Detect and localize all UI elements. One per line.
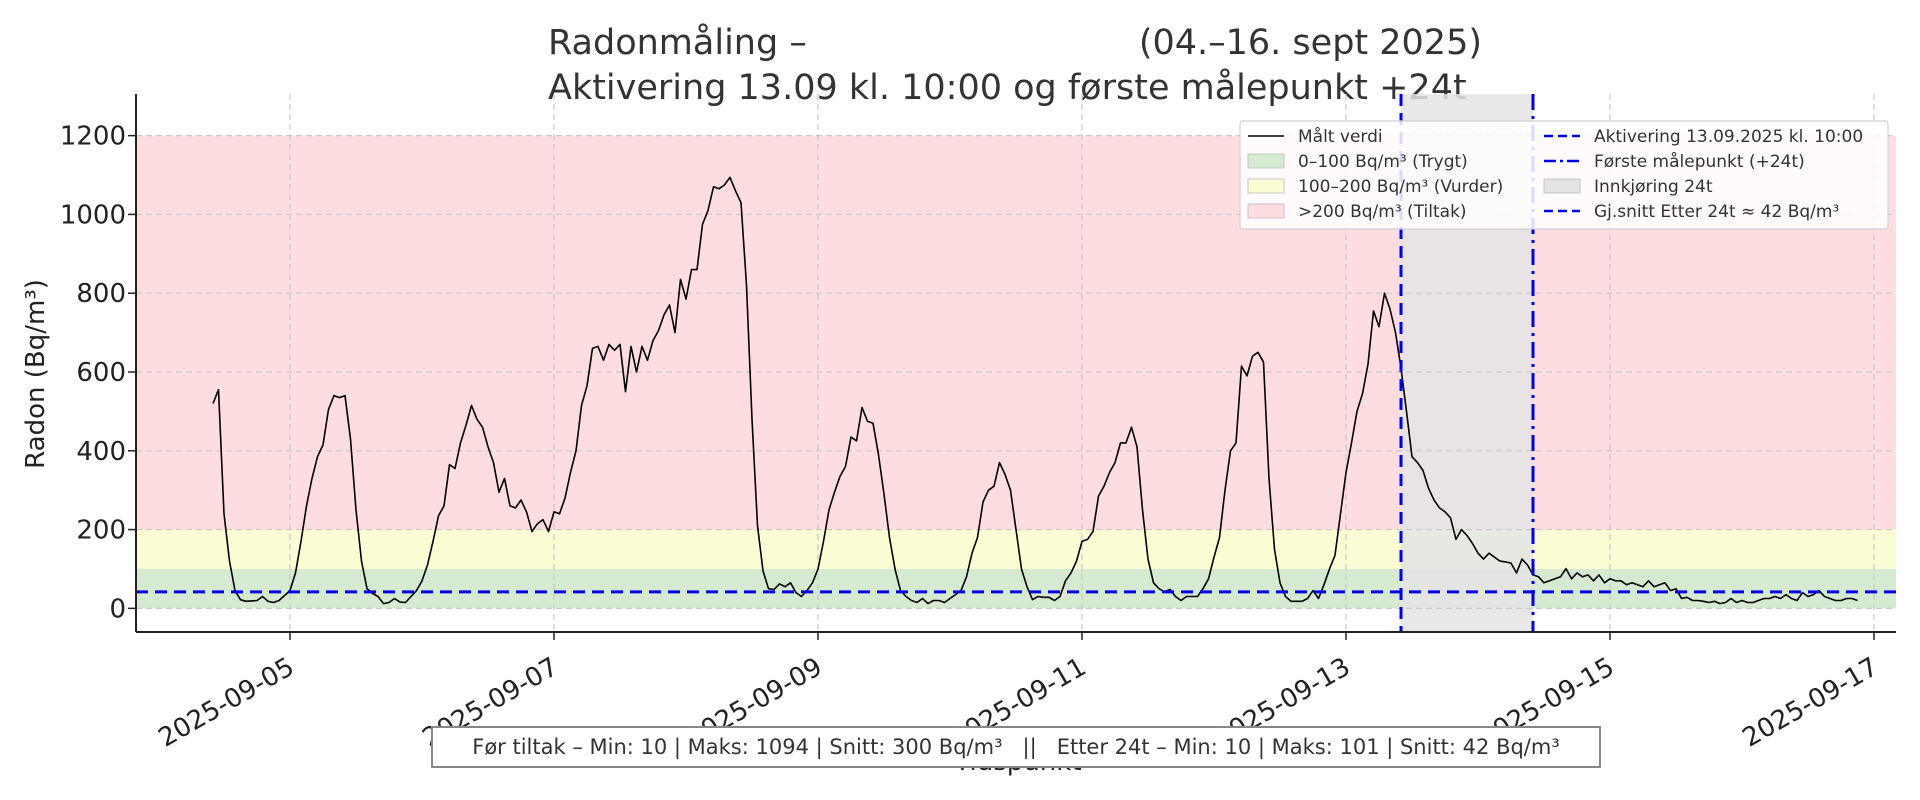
legend-label: Første målepunkt (+24t) bbox=[1594, 151, 1805, 172]
y-tick-label: 200 bbox=[76, 516, 126, 546]
x-tick-label: 2025-09-17 bbox=[1738, 652, 1884, 754]
y-tick-label: 0 bbox=[109, 594, 126, 624]
band-0 bbox=[136, 568, 1896, 609]
y-tick-label: 1000 bbox=[60, 200, 126, 230]
legend-label: Gj.snitt Etter 24t ≈ 42 Bq/m³ bbox=[1594, 202, 1839, 222]
legend-frame bbox=[1239, 120, 1889, 230]
y-axis-ticks: 0 200 400 600 800 1000 1200 bbox=[60, 122, 136, 624]
series-line-0 bbox=[212, 176, 1858, 605]
y-tick-label: 400 bbox=[76, 437, 126, 467]
legend-label: 0–100 Bq/m³ (Trygt) bbox=[1298, 152, 1468, 172]
legend-label: Innkjøring 24t bbox=[1594, 177, 1713, 197]
stats-box-frame bbox=[431, 726, 1601, 768]
legend-label: Aktivering 13.09.2025 kl. 10:00 bbox=[1594, 127, 1863, 147]
legend-swatch-band-2 bbox=[1247, 203, 1285, 219]
chart-title-line2: Aktivering 13.09 kl. 10:00 og første mål… bbox=[548, 67, 1467, 108]
stats-box: Før tiltak – Min: 10 | Maks: 1094 | Snit… bbox=[431, 726, 1601, 768]
legend-label: >200 Bq/m³ (Tiltak) bbox=[1298, 202, 1467, 222]
legend-swatch-burn-in bbox=[1543, 178, 1581, 194]
axes bbox=[135, 94, 1896, 633]
reference-lines bbox=[136, 94, 1896, 632]
threshold-bands bbox=[136, 135, 1896, 609]
chart-title-line1-right: (04.–16. sept 2025) bbox=[1139, 23, 1482, 63]
y-tick-label: 600 bbox=[76, 358, 126, 388]
y-axis-label: Radon (Bq/m³) bbox=[21, 279, 51, 469]
legend-label: 100–200 Bq/m³ (Vurder) bbox=[1298, 177, 1503, 197]
series-layer bbox=[212, 176, 1858, 605]
legend-swatch-band-0 bbox=[1247, 153, 1285, 169]
y-tick-label: 800 bbox=[76, 279, 126, 309]
legend-swatch-band-1 bbox=[1247, 178, 1285, 194]
stats-text: Før tiltak – Min: 10 | Maks: 1094 | Snit… bbox=[472, 735, 1560, 760]
legend: Målt verdi 0–100 Bq/m³ (Trygt) 100–200 Bq/… bbox=[1239, 120, 1889, 230]
band-1 bbox=[136, 529, 1896, 569]
chart-title-line1-left: Radonmåling – bbox=[548, 22, 807, 63]
legend-label: Målt verdi bbox=[1298, 126, 1383, 147]
y-tick-label: 1200 bbox=[60, 122, 126, 152]
x-tick-label: 2025-09-05 bbox=[154, 652, 300, 754]
